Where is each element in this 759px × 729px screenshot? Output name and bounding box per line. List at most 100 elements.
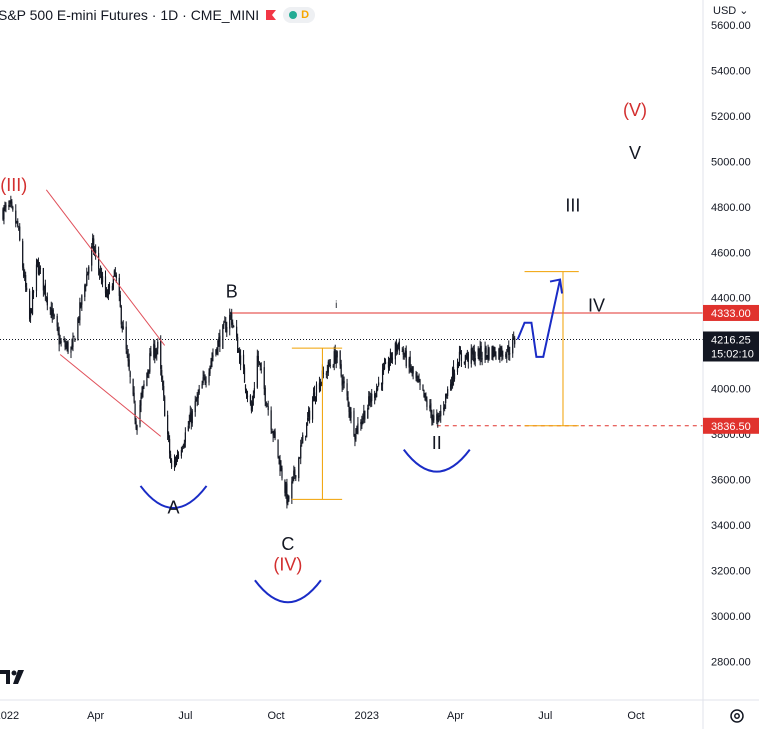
candle-body xyxy=(91,246,93,266)
candle-body xyxy=(156,349,158,355)
candle-body xyxy=(100,273,103,284)
candle-body xyxy=(11,201,13,207)
candle-body xyxy=(470,348,472,364)
candle-body xyxy=(440,410,442,417)
candle-body xyxy=(395,342,397,351)
candle-body xyxy=(272,432,274,436)
candle-body xyxy=(449,384,452,390)
candle-body xyxy=(121,325,123,329)
currency-label: USD xyxy=(713,5,737,17)
candle-body xyxy=(127,354,129,362)
candle-body xyxy=(437,415,439,422)
candle-body xyxy=(17,221,19,227)
candle-body xyxy=(277,439,279,458)
candle-body xyxy=(418,379,420,381)
candle-body xyxy=(478,348,480,361)
candle-body xyxy=(229,314,231,329)
candle-body xyxy=(18,228,20,230)
candle-body xyxy=(257,356,259,362)
candle-body xyxy=(445,393,447,404)
candle-body xyxy=(471,348,473,354)
candle-body xyxy=(422,384,424,391)
symbol-title[interactable]: S&P 500 E-mini Futures · 1D · CME_MINI xyxy=(0,7,260,23)
candle-body xyxy=(224,321,226,323)
candle-body xyxy=(329,364,331,366)
candle-body xyxy=(164,396,166,417)
candle-body xyxy=(217,340,219,355)
tradingview-logo-icon[interactable] xyxy=(0,668,30,692)
currency-selector[interactable]: USD ⌄ xyxy=(713,4,749,17)
candle-body xyxy=(416,376,418,379)
price-tick-label: 4400.00 xyxy=(711,293,751,305)
candle-body xyxy=(163,385,165,396)
candle-body xyxy=(505,353,507,357)
candle-body xyxy=(52,309,54,315)
candle-body xyxy=(499,347,501,357)
candles-layer xyxy=(2,195,516,509)
candle-body xyxy=(126,351,128,355)
candle-body xyxy=(295,475,297,478)
resistance-price-badge xyxy=(703,304,759,321)
candle-body xyxy=(319,383,322,391)
candle-body xyxy=(53,315,55,317)
time-tick-label: 2022 xyxy=(0,710,19,722)
candle-body xyxy=(169,454,172,462)
candle-body xyxy=(389,351,392,363)
candle-body xyxy=(155,353,157,357)
candle-body xyxy=(430,403,432,413)
candle-body xyxy=(149,353,151,372)
candle-body xyxy=(56,316,58,327)
candle-body xyxy=(361,421,363,427)
candle-body xyxy=(291,481,293,499)
candle-body xyxy=(501,348,503,356)
candle-body xyxy=(346,383,348,396)
candle-body xyxy=(204,377,206,383)
gear-icon[interactable] xyxy=(727,706,747,726)
candle-body xyxy=(419,379,421,386)
wave-label: (IV) xyxy=(273,554,302,574)
candle-body xyxy=(66,343,68,348)
candle-body xyxy=(19,226,21,241)
cycle-curve xyxy=(139,485,208,509)
candle-body xyxy=(302,434,304,444)
candle-body xyxy=(411,368,413,372)
candle-body xyxy=(81,295,83,305)
flag-icon[interactable] xyxy=(265,9,277,21)
candle-body xyxy=(67,342,69,353)
candle-body xyxy=(50,307,52,318)
candle-body xyxy=(404,350,406,357)
candle-body xyxy=(326,370,328,373)
candle-body xyxy=(129,371,131,378)
price-tick-label: 3400.00 xyxy=(711,520,751,532)
candle-body xyxy=(512,338,514,354)
candle-body xyxy=(380,382,383,385)
candle-body xyxy=(190,413,192,424)
candle-body xyxy=(120,306,122,325)
candle-body xyxy=(147,370,149,374)
candle-body xyxy=(390,352,393,360)
candle-body xyxy=(72,337,74,348)
candle-body xyxy=(238,350,241,364)
candle-body xyxy=(26,287,28,291)
candle-body xyxy=(70,346,72,353)
candle-body xyxy=(5,204,7,208)
candle-body xyxy=(80,302,82,307)
candle-body xyxy=(236,326,238,337)
candle-body xyxy=(280,466,282,471)
candle-body xyxy=(398,341,400,351)
candle-body xyxy=(423,389,425,397)
candle-body xyxy=(403,355,405,357)
candle-body xyxy=(184,432,186,443)
candle-body xyxy=(494,347,496,356)
candle-body xyxy=(332,365,334,368)
candle-body xyxy=(84,285,86,298)
price-tick-label: 4000.00 xyxy=(711,384,751,396)
candle-body xyxy=(194,401,196,413)
candle-body xyxy=(113,270,115,277)
market-status-pill[interactable]: D xyxy=(283,7,316,23)
candle-body xyxy=(86,274,88,286)
candle-body xyxy=(85,285,87,288)
candle-body xyxy=(160,340,162,369)
candle-body xyxy=(242,354,245,369)
